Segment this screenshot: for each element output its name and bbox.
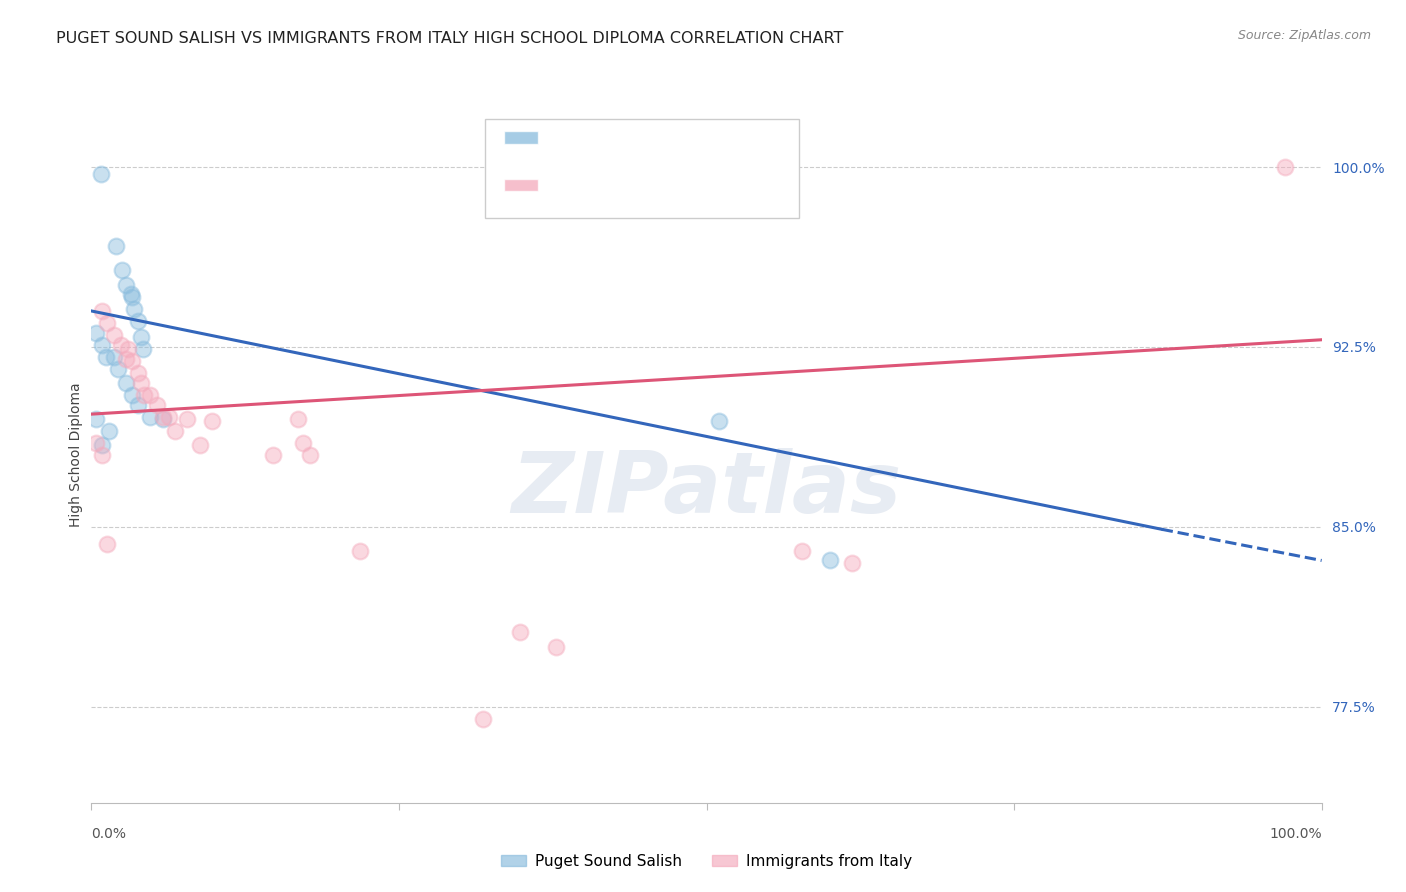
Point bbox=[139, 409, 162, 424]
Point bbox=[107, 361, 129, 376]
Text: 25: 25 bbox=[749, 128, 773, 146]
Text: -0.515: -0.515 bbox=[606, 128, 665, 146]
Text: 0.064: 0.064 bbox=[606, 176, 658, 194]
Legend: Puget Sound Salish, Immigrants from Italy: Puget Sound Salish, Immigrants from Ital… bbox=[495, 848, 918, 875]
Point bbox=[86, 436, 108, 450]
Point bbox=[91, 438, 114, 452]
Point bbox=[91, 337, 114, 351]
Point bbox=[299, 448, 322, 462]
Point bbox=[471, 712, 494, 726]
Text: 100.0%: 100.0% bbox=[1270, 827, 1322, 841]
Point bbox=[114, 351, 138, 366]
Point bbox=[97, 424, 120, 438]
Point bbox=[818, 553, 841, 567]
Text: R =: R = bbox=[553, 128, 589, 146]
Point bbox=[114, 277, 138, 292]
Point bbox=[349, 544, 371, 558]
Point bbox=[103, 350, 125, 364]
Point bbox=[163, 424, 186, 438]
Text: Source: ZipAtlas.com: Source: ZipAtlas.com bbox=[1237, 29, 1371, 42]
Point bbox=[124, 301, 146, 316]
Point bbox=[134, 388, 156, 402]
Point bbox=[111, 263, 134, 277]
Point bbox=[1274, 160, 1296, 174]
Point bbox=[96, 316, 118, 330]
Point bbox=[86, 326, 108, 340]
Point bbox=[509, 625, 531, 640]
Point bbox=[105, 239, 127, 253]
Point bbox=[262, 448, 284, 462]
Point bbox=[110, 337, 132, 351]
Point bbox=[201, 414, 224, 428]
Point bbox=[96, 537, 118, 551]
Point bbox=[129, 330, 152, 344]
Point bbox=[152, 409, 174, 424]
Point bbox=[96, 350, 117, 364]
Point bbox=[291, 436, 314, 450]
Point bbox=[792, 544, 814, 558]
Point bbox=[145, 398, 167, 412]
Point bbox=[127, 313, 149, 327]
Point bbox=[114, 376, 138, 390]
Text: 0.0%: 0.0% bbox=[91, 827, 127, 841]
Bar bbox=[503, 178, 538, 191]
Point bbox=[841, 556, 863, 570]
Text: PUGET SOUND SALISH VS IMMIGRANTS FROM ITALY HIGH SCHOOL DIPLOMA CORRELATION CHAR: PUGET SOUND SALISH VS IMMIGRANTS FROM IT… bbox=[56, 31, 844, 46]
Point bbox=[287, 412, 309, 426]
Point bbox=[139, 388, 162, 402]
Point bbox=[176, 412, 198, 426]
Point bbox=[91, 448, 114, 462]
Text: N =: N = bbox=[695, 128, 731, 146]
Point bbox=[546, 640, 568, 654]
Point bbox=[132, 343, 155, 357]
Point bbox=[91, 304, 114, 318]
Point bbox=[188, 438, 211, 452]
Point bbox=[121, 289, 143, 303]
Point bbox=[86, 412, 108, 426]
Point bbox=[90, 167, 112, 181]
Point bbox=[152, 412, 174, 426]
Point bbox=[117, 343, 139, 357]
Point bbox=[103, 328, 125, 343]
Point bbox=[129, 376, 152, 390]
Text: ZIPatlas: ZIPatlas bbox=[512, 448, 901, 532]
Point bbox=[121, 354, 143, 368]
Bar bbox=[503, 131, 538, 144]
Text: N =: N = bbox=[695, 176, 731, 194]
Text: 32: 32 bbox=[749, 176, 773, 194]
Y-axis label: High School Diploma: High School Diploma bbox=[69, 383, 83, 527]
Point bbox=[121, 388, 143, 402]
Point bbox=[120, 287, 142, 301]
FancyBboxPatch shape bbox=[485, 119, 799, 218]
Point bbox=[157, 409, 180, 424]
Point bbox=[127, 398, 149, 412]
Point bbox=[127, 367, 149, 381]
Point bbox=[707, 414, 730, 428]
Text: R =: R = bbox=[553, 176, 589, 194]
